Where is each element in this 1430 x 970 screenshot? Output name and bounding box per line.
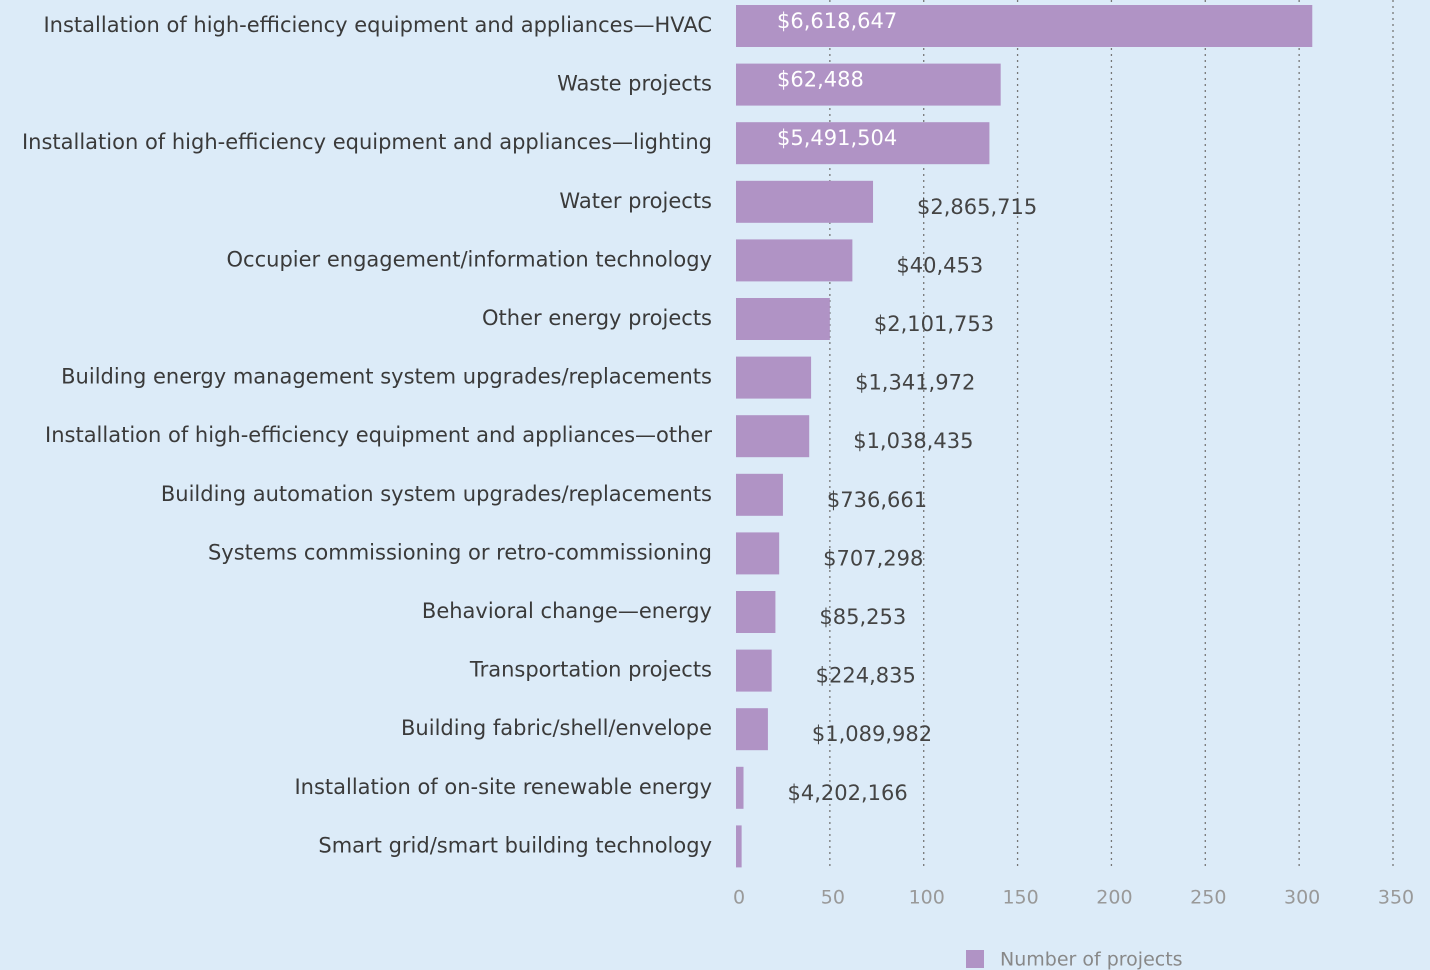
bar [736,415,810,458]
cost-label: $4,202,166 [788,781,908,805]
category-label: Occupier engagement/information technolo… [227,247,712,271]
category-label: Installation of on-site renewable energy [294,775,712,799]
bar [736,63,1001,106]
bar [736,180,874,223]
category-label: Other energy projects [482,306,712,330]
category-label: Building energy management system upgrad… [61,365,712,389]
bar [736,591,776,633]
cost-label: $6,618,647 [777,9,897,33]
x-tick-label: 100 [909,887,945,909]
bar [736,825,742,868]
category-label: Water projects [559,189,712,213]
category-label: Waste projects [557,72,712,96]
legend-swatch [966,950,984,968]
cost-label: $1,038,435 [853,429,973,453]
category-label: Installation of high-efficiency equipmen… [45,423,712,447]
x-tick-label: 150 [1002,887,1038,909]
category-label: Building fabric/shell/envelope [401,716,712,740]
x-tick-label: 50 [821,887,845,909]
category-label: Installation of high-efficiency equipmen… [22,130,712,154]
cost-label: $224,835 [816,664,916,688]
category-label: Behavioral change—energy [422,599,712,623]
bar [736,649,772,692]
cost-label: $5,491,504 [777,126,897,150]
category-label: Smart grid/smart building technology [318,833,712,857]
legend-label: Number of projects [1000,949,1183,970]
category-label: Installation of high-efficiency equipmen… [43,13,712,37]
cost-label: $85,253 [819,605,906,629]
bar [736,708,768,751]
cost-label: $736,661 [827,488,927,512]
x-tick-label: 0 [733,887,745,909]
bar [736,766,744,809]
cost-label: $2,101,753 [874,312,994,336]
bar [736,122,990,165]
x-tick-label: 200 [1096,887,1132,909]
category-label: Systems commissioning or retro-commissio… [208,540,712,564]
bar [736,532,780,575]
category-label: Transportation projects [469,658,712,682]
category-label: Building automation system upgrades/repl… [161,482,712,506]
bar [736,5,1313,47]
cost-label: $40,453 [896,253,983,277]
cost-label: $2,865,715 [917,195,1037,219]
x-tick-label: 300 [1284,887,1320,909]
bar [736,239,853,282]
cost-label: $1,089,982 [812,722,932,746]
x-tick-label: 250 [1190,887,1226,909]
cost-label: $707,298 [823,546,923,570]
bar [736,298,830,340]
bar [736,473,783,516]
x-tick-label: 350 [1378,887,1414,909]
cost-label: $62,488 [777,68,864,92]
bar [736,356,812,399]
cost-label: $1,341,972 [855,371,975,395]
